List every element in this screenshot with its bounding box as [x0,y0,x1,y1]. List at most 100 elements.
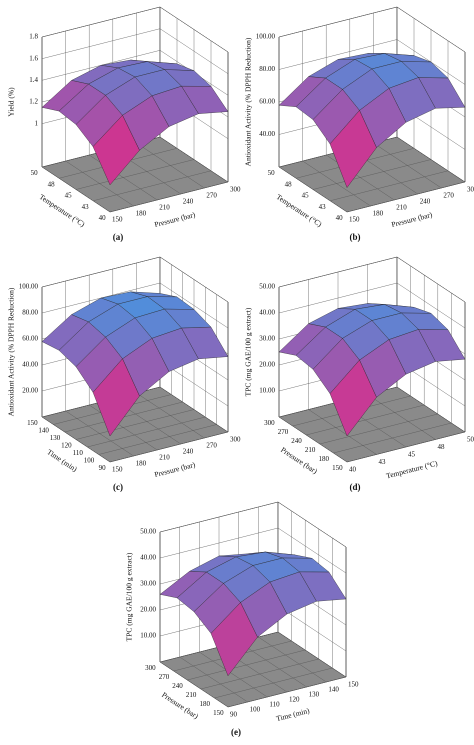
panel: 10.00 20.00 30.00 40.00 50.00 90 100 110 120 130 1… [125,501,359,737]
z-axis-title: Antioxidant Activity (% DPPH Reduction) [244,37,253,166]
x-tick-label: 180 [373,209,384,217]
grid-line [173,511,292,672]
z-tick-label: 60.00 [259,98,275,106]
x-axis-title: Time (min) [275,706,311,723]
z-tick-label: 1.6 [29,54,38,62]
z-tick-label: 1.8 [29,33,38,41]
x-tick-label: 130 [309,690,320,698]
y-tick-label: 240 [172,682,183,690]
x-tick-label: 40 [349,465,357,473]
z-axis-title: TPC (mg GAE/100 g extract) [244,307,253,396]
x-tick-label: 140 [328,685,339,693]
x-tick-label: 150 [348,680,359,688]
z-tick-label: 80.00 [259,65,275,73]
y-tick-label: 270 [159,673,170,681]
x-tick-label: 270 [206,191,217,199]
y-tick-label: 130 [50,434,61,442]
z-tick-label: 1 [35,119,39,127]
grid-line [159,502,279,663]
grid-line [109,52,229,213]
z-tick-label: 20.00 [259,361,275,369]
surface-cell [92,358,140,437]
z-tick-label: 10.00 [259,387,275,395]
z-tick-label: 100.00 [256,33,276,41]
y-axis-title: Temperature (°C) [275,192,324,229]
grid-line [346,52,466,213]
x-tick-label: 150 [112,465,123,473]
x-tick-label: 180 [136,209,147,217]
y-tick-label: 240 [291,437,302,445]
x-tick-label: 50 [467,435,474,443]
x-tick-label: 90 [230,710,238,718]
y-tick-label: 110 [73,449,84,457]
grid-line [109,302,229,463]
y-tick-label: 300 [264,419,275,427]
z-tick-label: 30.00 [140,580,156,588]
surface-cell [92,114,140,186]
z-tick-label: 40.00 [22,361,38,369]
y-tick-label: 210 [186,691,197,699]
y-tick-label: 90 [99,464,107,472]
panel: 20.00 40.00 60.00 80.00 100.00 150 180 210 240 27… [7,256,241,492]
y-tick-label: 40 [336,214,344,222]
panel-label: (e) [231,727,241,737]
x-tick-label: 300 [467,185,474,193]
z-tick-label: 80.00 [22,309,38,317]
y-tick-label: 120 [61,442,72,450]
x-tick-label: 150 [349,215,360,223]
x-tick-label: 43 [379,458,387,466]
x-axis-title: Pressure (bar) [153,460,196,479]
y-tick-label: 43 [319,203,327,211]
grid-line [278,7,398,168]
z-tick-label: 40.00 [259,130,275,138]
panel-label: (a) [113,232,124,242]
panel: 1 1.2 1.4 1.6 1.8 150 180 210 240 270 300 40 43 45 48 5… [7,6,241,242]
z-tick-label: 30.00 [259,335,275,343]
surface-cell [329,110,377,188]
y-tick-label: 300 [145,664,156,672]
z-tick-label: 40.00 [140,554,156,562]
z-tick-label: 40.00 [259,309,275,317]
x-tick-label: 210 [396,203,407,211]
panel: 40.00 60.00 80.00 100.00 150 180 210 240 270 300 4… [244,6,474,242]
z-tick-label: 100.00 [19,283,39,291]
x-tick-label: 210 [159,203,170,211]
surface-cell [329,359,377,437]
x-tick-label: 270 [206,441,217,449]
z-tick-label: 1.4 [29,76,38,84]
z-tick-label: 10.00 [140,632,156,640]
x-tick-label: 180 [136,459,147,467]
z-tick-label: 20.00 [22,387,38,395]
y-tick-label: 150 [213,709,224,717]
x-tick-label: 110 [269,700,280,708]
x-tick-label: 300 [230,185,241,193]
y-tick-label: 43 [82,203,90,211]
y-tick-label: 48 [48,180,56,188]
y-tick-label: 180 [200,700,211,708]
y-tick-label: 180 [319,455,330,463]
y-tick-label: 150 [27,419,38,427]
panel-label: (d) [350,482,361,492]
y-tick-label: 100 [84,457,95,465]
x-axis-title: Pressure (bar) [153,210,196,229]
z-axis-title: TPC (mg GAE/100 g extract) [125,552,134,641]
y-tick-label: 270 [278,428,289,436]
z-tick-label: 50.00 [140,528,156,536]
y-tick-label: 45 [302,192,310,200]
panel-label: (c) [113,482,123,492]
y-tick-label: 50 [268,169,276,177]
x-tick-label: 240 [420,197,431,205]
y-tick-label: 140 [38,427,49,435]
y-tick-label: 40 [99,214,107,222]
grid-line [346,302,466,463]
panel: 10.00 20.00 30.00 40.00 50.00 40 43 45 48 50 15018… [244,256,474,492]
y-tick-label: 45 [65,192,73,200]
grid-line [41,7,161,168]
grid-line [58,18,178,179]
grid-line [92,40,212,201]
y-axis-title: Temperature (°C) [38,192,87,229]
x-axis-title: Pressure (bar) [390,210,433,229]
surface-cell [210,602,258,677]
grid-line [227,547,347,708]
x-tick-label: 210 [159,453,170,461]
